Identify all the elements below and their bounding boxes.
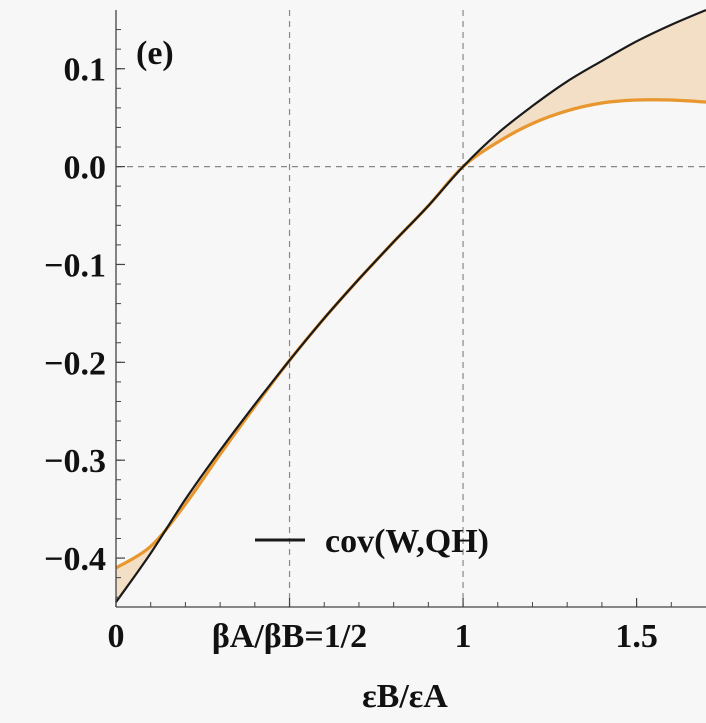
x-axis-label: εB/εA bbox=[362, 678, 448, 715]
y-tick-label: 0.1 bbox=[64, 52, 107, 89]
legend-entry-label: cov(W,QH) bbox=[325, 523, 489, 560]
x-tick-label: βA/βB=1/2 bbox=[212, 618, 367, 655]
x-tick-label: 1 bbox=[455, 618, 472, 655]
y-tick-label: −0.4 bbox=[44, 541, 106, 578]
y-tick-label: −0.1 bbox=[44, 247, 106, 284]
reference-lines bbox=[116, 10, 706, 607]
y-tick-label: −0.2 bbox=[44, 345, 106, 382]
series-line-cov bbox=[115, 8, 706, 603]
x-tick-label: 0 bbox=[108, 618, 125, 655]
panel-label: (e) bbox=[136, 35, 174, 72]
uncertainty-band bbox=[116, 10, 706, 603]
y-tick-label: 0.0 bbox=[64, 150, 107, 187]
series-layer bbox=[115, 8, 706, 603]
series-line-orange bbox=[115, 98, 706, 570]
x-tick-label: 1.5 bbox=[615, 618, 658, 655]
y-tick-label: −0.3 bbox=[44, 443, 106, 480]
tick-labels: 0.1 0.0 −0.1 −0.2 −0.3 −0.4 0 βA/βB=1/2 1 1.5 bbox=[44, 52, 658, 655]
legend: cov(W,QH) bbox=[255, 523, 489, 560]
ticks bbox=[115, 29, 672, 607]
axes bbox=[115, 10, 706, 608]
